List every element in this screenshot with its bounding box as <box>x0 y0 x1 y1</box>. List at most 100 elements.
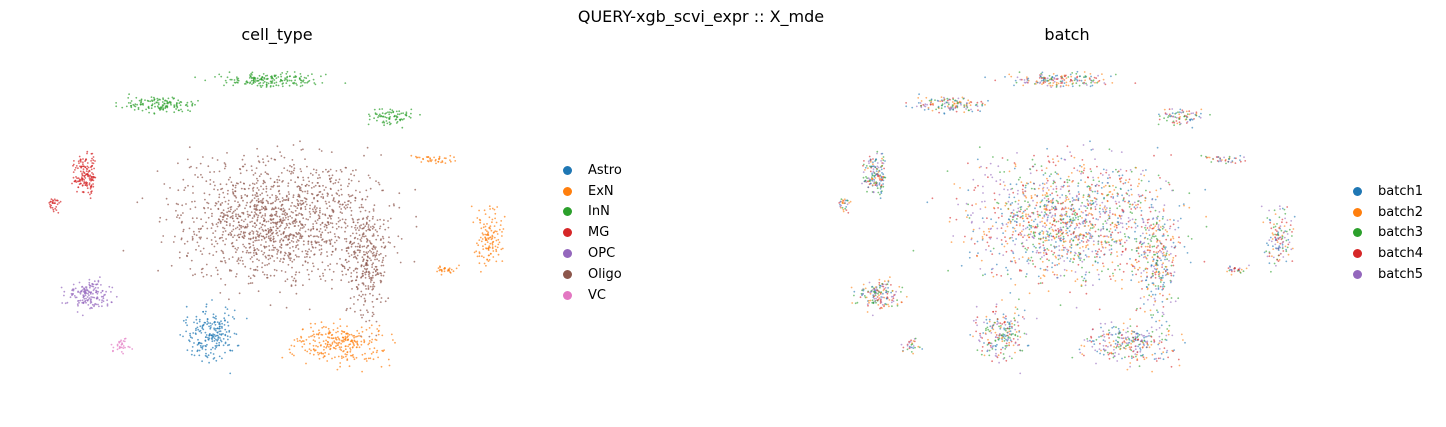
point-batch4 <box>1013 162 1016 164</box>
point-batch5 <box>1080 172 1082 175</box>
point-oligo <box>211 222 214 225</box>
point-oligo <box>290 205 292 207</box>
point-opc <box>80 290 82 293</box>
point-batch4 <box>1154 276 1157 279</box>
point-batch3 <box>1009 215 1012 218</box>
point-oligo <box>178 251 181 254</box>
point-oligo <box>255 167 258 169</box>
point-inn <box>157 103 160 106</box>
point-batch4 <box>1019 269 1021 271</box>
point-batch4 <box>977 184 979 187</box>
point-batch4 <box>1158 273 1160 276</box>
point-batch3 <box>1053 180 1055 183</box>
point-batch2 <box>1064 200 1067 203</box>
point-astro <box>228 343 231 346</box>
point-batch2 <box>1012 231 1015 233</box>
point-inn <box>286 79 289 81</box>
point-oligo <box>255 236 257 239</box>
cluster-mg <box>71 150 97 200</box>
point-batch4 <box>1109 223 1112 226</box>
point-opc <box>108 285 111 288</box>
point-vc <box>120 346 123 349</box>
point-exn <box>311 334 314 337</box>
point-oligo <box>216 273 219 276</box>
point-batch2 <box>1052 217 1055 220</box>
point-oligo <box>197 176 199 179</box>
point-batch3 <box>1063 274 1066 277</box>
point-oligo <box>364 264 367 266</box>
point-exn <box>344 348 347 351</box>
point-astro <box>229 372 232 375</box>
point-oligo <box>290 211 293 213</box>
point-batch1 <box>1094 184 1097 187</box>
point-mg <box>89 174 92 177</box>
point-oligo <box>284 214 287 217</box>
point-oligo <box>233 234 236 237</box>
point-oligo <box>205 180 208 183</box>
point-batch2 <box>1044 194 1047 196</box>
point-exn <box>331 357 333 360</box>
point-oligo <box>355 271 358 274</box>
point-inn <box>384 116 387 118</box>
point-batch1 <box>1112 196 1115 198</box>
point-oligo <box>346 307 348 310</box>
point-oligo <box>278 230 281 232</box>
point-mg <box>79 182 82 185</box>
point-exn <box>310 326 312 329</box>
point-oligo <box>357 261 359 264</box>
point-batch3 <box>978 146 981 149</box>
point-batch5 <box>1105 169 1108 171</box>
point-batch1 <box>1164 248 1167 250</box>
point-exn <box>420 161 423 163</box>
point-batch3 <box>1161 315 1164 318</box>
point-batch3 <box>1155 221 1158 224</box>
point-oligo <box>370 251 373 253</box>
point-exn <box>342 356 345 359</box>
point-exn <box>356 342 359 344</box>
point-oligo <box>329 263 332 265</box>
point-oligo <box>341 212 343 215</box>
point-exn <box>392 339 394 341</box>
point-exn <box>348 365 351 368</box>
point-mg <box>80 161 82 163</box>
point-inn <box>302 80 304 83</box>
point-batch1 <box>1154 198 1157 201</box>
point-oligo <box>165 197 168 200</box>
point-inn <box>186 101 189 104</box>
point-batch5 <box>1076 169 1079 172</box>
point-batch3 <box>1156 309 1158 312</box>
point-astro <box>208 361 211 364</box>
point-oligo <box>215 223 218 226</box>
point-astro <box>217 338 219 341</box>
point-oligo <box>365 229 368 232</box>
point-oligo <box>291 266 293 269</box>
point-batch4 <box>1031 260 1034 262</box>
point-oligo <box>267 202 270 205</box>
point-exn <box>476 255 479 258</box>
point-batch4 <box>1027 221 1030 224</box>
point-oligo <box>350 214 353 217</box>
point-oligo <box>237 247 240 249</box>
point-batch2 <box>1119 215 1122 218</box>
point-oligo <box>257 155 259 158</box>
point-batch4 <box>1100 234 1102 237</box>
point-batch4 <box>991 253 994 256</box>
point-oligo <box>172 241 175 243</box>
point-mg <box>93 167 95 170</box>
point-batch2 <box>920 100 923 102</box>
point-oligo <box>259 194 262 196</box>
point-batch4 <box>955 110 958 113</box>
point-astro <box>216 321 219 323</box>
point-oligo <box>239 168 242 171</box>
point-batch2 <box>1041 260 1044 263</box>
point-oligo <box>281 200 284 202</box>
point-oligo <box>318 185 321 188</box>
point-oligo <box>224 165 227 168</box>
point-batch5 <box>1108 249 1111 251</box>
point-batch2 <box>1079 247 1081 249</box>
point-batch1 <box>1152 258 1155 261</box>
point-inn <box>163 102 166 105</box>
point-batch5 <box>1017 203 1020 205</box>
point-batch1 <box>1107 182 1109 184</box>
point-oligo <box>322 275 325 277</box>
